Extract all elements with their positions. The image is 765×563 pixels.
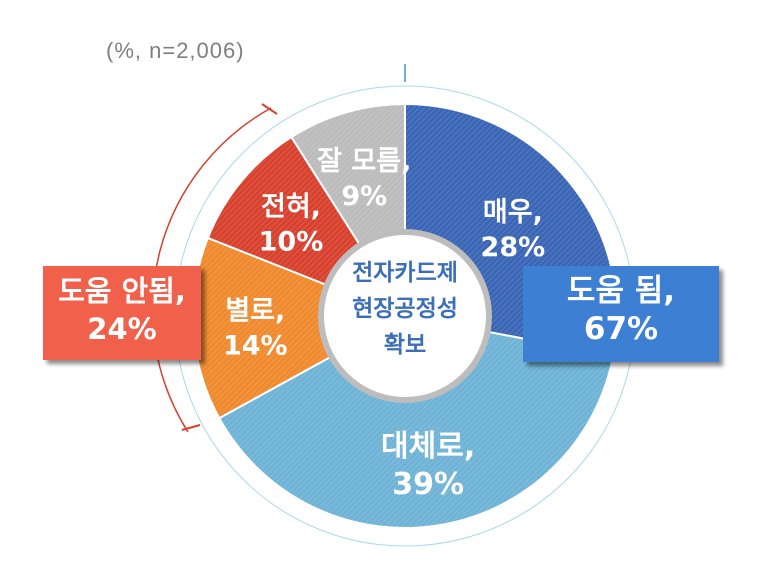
callout-not-helpful-value: 24%: [87, 312, 157, 346]
callout-helpful: 도움 됨, 67%: [523, 266, 719, 362]
slice-1-name: 매우,: [483, 197, 543, 228]
slice-5-name: 잘 모름,: [317, 146, 411, 177]
callout-not-helpful: 도움 안됨, 24%: [43, 266, 201, 360]
sample-note: (%, n=2,006): [106, 38, 245, 63]
center-label-line3: 확보: [384, 332, 426, 358]
negative-bracket-top: [261, 103, 278, 115]
slice-2-name: 대체로,: [381, 429, 475, 464]
slice-labels-group: 매우, 28% 대체로,39% 별로, 14% 전혀, 10% 잘 모름, 9%: [223, 146, 545, 502]
callout-helpful-label: 도움 됨,: [566, 273, 676, 309]
slice-4-name: 전혀,: [261, 192, 321, 223]
callout-not-helpful-label: 도움 안됨,: [58, 274, 186, 308]
slice-1-value: 28%: [481, 232, 546, 263]
slice-2-value: 39%: [392, 467, 464, 502]
slice-2-texture: [219, 316, 614, 528]
negative-bracket-arc: [151, 107, 272, 433]
slice-3-value: 14%: [223, 330, 288, 361]
center-label-line1: 전자카드제: [352, 260, 458, 286]
slice-3-name: 별로,: [225, 295, 285, 326]
callout-helpful-value: 67%: [583, 311, 659, 347]
center-label-line2: 현장공정성: [352, 296, 458, 322]
slice-4-value: 10%: [259, 227, 324, 258]
slice-3-texture: [193, 237, 405, 419]
slice-5-value: 9%: [341, 181, 387, 212]
negative-bracket-bottom: [181, 424, 201, 431]
center-circle: [318, 229, 492, 403]
